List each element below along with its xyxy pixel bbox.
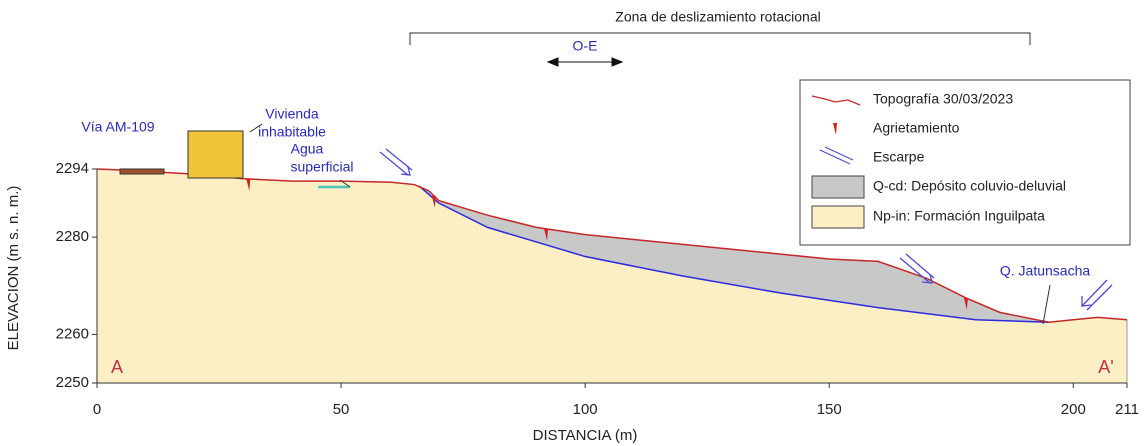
- house-label: inhabitable: [258, 124, 326, 140]
- x-tick-label: 50: [333, 401, 350, 418]
- y-tick-label: 2294: [56, 160, 89, 177]
- x-tick-label: 200: [1061, 401, 1086, 418]
- legend-label: Np-in: Formación Inguilpata: [873, 208, 1045, 224]
- road-label: Vía AM-109: [81, 119, 154, 135]
- x-tick-label: 0: [93, 401, 101, 418]
- road: [120, 169, 164, 174]
- house-label: Vivienda: [265, 106, 319, 122]
- x-axis-label: DISTANCIA (m): [533, 427, 638, 444]
- legend-label: Escarpe: [873, 149, 925, 165]
- legend-label: Agrietamiento: [873, 120, 960, 136]
- water-label: Agua: [291, 141, 324, 157]
- legend-label: Topografía 30/03/2023: [873, 91, 1013, 107]
- direction: O-E: [573, 38, 598, 54]
- x-tick-label: 211: [1115, 401, 1139, 418]
- chart-title: Zona de deslizamiento rotacional: [615, 9, 820, 25]
- chart: Zona de deslizamiento rotacional O-E 225…: [0, 0, 1145, 446]
- section-end: A': [1098, 357, 1113, 377]
- house: [188, 131, 243, 178]
- y-tick-label: 2250: [56, 374, 89, 391]
- y-axis-label: ELEVACION (m s. n. m.): [5, 186, 22, 351]
- legend-swatch: [812, 206, 864, 228]
- y-tick-label: 2280: [56, 228, 89, 245]
- x-tick-label: 100: [573, 401, 598, 418]
- section-start: A: [111, 357, 123, 377]
- y-tick-label: 2260: [56, 325, 89, 342]
- bracket: [410, 33, 1030, 45]
- creek-label: Q. Jatunsacha: [1000, 263, 1090, 279]
- direction-arrow: [548, 58, 622, 66]
- legend-label: Q-cd: Depósito coluvio-deluvial: [873, 178, 1066, 194]
- x-tick-label: 150: [817, 401, 842, 418]
- water-label: superficial: [290, 159, 353, 175]
- legend-swatch: [812, 176, 864, 198]
- leader: [1043, 285, 1050, 324]
